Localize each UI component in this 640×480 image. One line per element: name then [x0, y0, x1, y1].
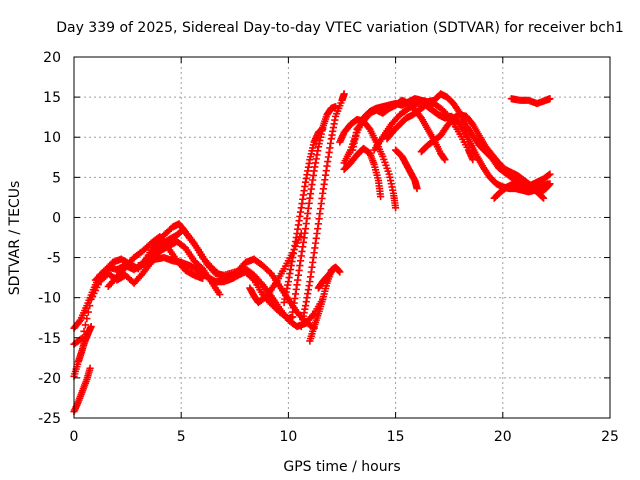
y-tick-label: -5 — [47, 251, 61, 267]
series-arc-t — [370, 98, 477, 164]
y-axis-label: SDTVAR / TECUs — [7, 181, 23, 296]
data-point-marker — [539, 194, 548, 202]
x-axis-label: GPS time / hours — [283, 459, 400, 475]
plot-frame — [73, 56, 611, 419]
data-point-marker — [216, 290, 224, 299]
data-point-marker — [331, 103, 340, 111]
x-tick-label: 20 — [494, 429, 512, 445]
series-arc-m — [306, 263, 344, 345]
data-point-marker — [86, 364, 94, 372]
data-point-marker — [77, 335, 85, 343]
y-tick-label: -25 — [38, 411, 61, 427]
data-point-marker — [546, 170, 554, 178]
data-point-marker — [546, 180, 554, 188]
series-arc-n — [314, 268, 335, 292]
data-point-marker — [87, 322, 95, 331]
series-arc-j — [297, 90, 348, 331]
y-tick-label: 5 — [52, 170, 61, 186]
data-point-marker — [84, 308, 92, 316]
data-point-marker — [80, 327, 88, 335]
data-point-marker — [413, 184, 421, 193]
x-tick-label: 5 — [177, 429, 186, 445]
data-point-marker — [441, 156, 449, 164]
data-point-marker — [249, 275, 257, 283]
series-arc-q — [336, 115, 400, 212]
data-point-marker — [340, 90, 348, 98]
y-tick-label: 10 — [43, 130, 61, 146]
y-tick-label: 0 — [52, 210, 61, 226]
data-point-marker — [327, 268, 335, 276]
data-point-marker — [81, 321, 90, 329]
x-tick-label: 10 — [279, 429, 297, 445]
data-point-marker — [78, 334, 87, 342]
data-point-marker — [469, 156, 477, 164]
series-arc-l — [280, 125, 327, 307]
series-arc-v — [417, 111, 548, 202]
x-tick-label: 15 — [387, 429, 405, 445]
x-tick-label: 0 — [70, 429, 79, 445]
data-point-marker — [376, 192, 385, 201]
series-arc-x — [507, 95, 554, 108]
series-arc-u — [392, 146, 421, 193]
data-point-marker — [545, 171, 553, 179]
data-point-marker — [86, 302, 94, 310]
data-marks — [70, 90, 554, 416]
axis-ticks: 0 5 10 15 20 25 -25 -20 -15 -10 -5 0 5 10 15 20 — [38, 50, 619, 445]
data-point-marker — [319, 125, 327, 133]
y-tick-label: -15 — [38, 331, 61, 347]
data-point-marker — [336, 268, 344, 276]
y-tick-label: 20 — [43, 50, 61, 66]
data-point-marker — [392, 204, 400, 212]
series-arc-r — [340, 144, 385, 201]
series-arc-w — [490, 180, 554, 202]
series-arc-h — [224, 268, 297, 323]
data-point-marker — [83, 314, 91, 323]
y-tick-label: 15 — [43, 90, 61, 106]
y-tick-label: -10 — [38, 291, 61, 307]
data-point-marker — [75, 317, 83, 326]
chart-title: Day 339 of 2025, Sidereal Day-to-day VTE… — [56, 20, 624, 36]
data-point-marker — [546, 95, 554, 103]
data-point-marker — [538, 193, 547, 201]
series-arc-a — [70, 364, 94, 416]
y-tick-label: -20 — [38, 371, 61, 387]
x-tick-label: 25 — [601, 429, 619, 445]
